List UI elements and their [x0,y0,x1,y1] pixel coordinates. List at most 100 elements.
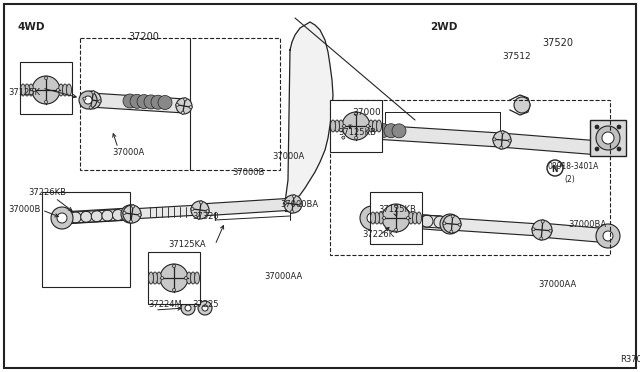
Text: 37000A: 37000A [112,148,144,157]
Circle shape [92,91,95,94]
Circle shape [45,100,47,103]
Circle shape [343,121,346,124]
Text: 37000: 37000 [352,108,381,117]
Text: 37000AA: 37000AA [264,272,302,281]
Circle shape [299,203,302,206]
Circle shape [342,136,345,139]
Circle shape [443,215,461,233]
Ellipse shape [378,212,383,224]
Circle shape [602,132,614,144]
Ellipse shape [369,120,374,132]
Polygon shape [371,211,451,231]
Ellipse shape [148,272,154,284]
Circle shape [113,209,124,221]
Ellipse shape [58,84,63,96]
Circle shape [336,123,350,137]
Text: 37000BA: 37000BA [280,200,318,209]
Circle shape [185,305,191,311]
Text: 37125K: 37125K [8,88,40,97]
Circle shape [137,94,151,109]
Circle shape [394,205,397,208]
Circle shape [102,210,113,221]
Circle shape [352,123,366,137]
Circle shape [596,126,620,150]
Circle shape [202,305,208,311]
Circle shape [493,131,511,149]
Circle shape [151,95,165,109]
Circle shape [84,96,92,104]
Circle shape [493,138,496,141]
Polygon shape [61,208,131,224]
Circle shape [176,98,192,114]
Text: R370001X: R370001X [620,355,640,364]
Circle shape [184,98,187,101]
Bar [590,120,626,156]
Circle shape [81,211,92,222]
Text: 37000AA: 37000AA [538,280,576,289]
Circle shape [33,89,36,92]
Circle shape [57,213,67,223]
Circle shape [440,214,460,234]
Ellipse shape [371,212,376,224]
Circle shape [32,76,60,104]
Circle shape [443,222,446,225]
Bar [148,252,200,304]
Circle shape [603,231,613,241]
Circle shape [595,125,599,129]
Text: 37125KB: 37125KB [338,128,376,137]
Circle shape [394,228,397,231]
Polygon shape [130,205,200,219]
Polygon shape [285,22,333,210]
Circle shape [549,229,552,232]
Circle shape [350,129,353,132]
Circle shape [342,125,346,128]
Circle shape [382,213,394,225]
Circle shape [508,139,511,142]
Circle shape [450,230,453,233]
Circle shape [367,213,377,223]
Text: 37520: 37520 [542,38,573,48]
Circle shape [197,216,200,219]
Circle shape [451,215,454,218]
Circle shape [129,220,132,223]
Circle shape [184,276,188,279]
Ellipse shape [408,212,413,224]
Text: 37125KB: 37125KB [378,205,416,214]
Circle shape [617,125,621,129]
Ellipse shape [191,272,195,284]
Circle shape [181,111,184,114]
Circle shape [292,195,296,198]
Ellipse shape [195,272,200,284]
Ellipse shape [152,272,157,284]
Circle shape [92,211,102,222]
Polygon shape [285,197,293,211]
Ellipse shape [63,84,67,96]
Circle shape [366,125,369,128]
Circle shape [123,211,126,214]
Circle shape [342,112,370,140]
Text: 37000B: 37000B [232,168,264,177]
Circle shape [446,220,454,228]
Circle shape [540,237,543,240]
Circle shape [173,288,175,291]
Circle shape [335,128,338,131]
Circle shape [123,205,141,223]
Circle shape [126,210,134,218]
Circle shape [369,212,381,224]
Text: 08918-3401A: 08918-3401A [548,162,600,171]
Circle shape [335,121,353,139]
Circle shape [360,124,374,137]
Ellipse shape [24,84,29,96]
Polygon shape [200,198,296,216]
Circle shape [532,220,552,240]
Text: 37200: 37200 [128,32,159,42]
Circle shape [60,212,70,224]
Circle shape [89,106,92,109]
Text: 37226K: 37226K [362,230,394,239]
Text: N: N [552,164,558,173]
Circle shape [158,96,172,109]
Circle shape [376,124,390,138]
Circle shape [382,204,410,232]
Circle shape [98,100,101,103]
Ellipse shape [335,120,339,132]
